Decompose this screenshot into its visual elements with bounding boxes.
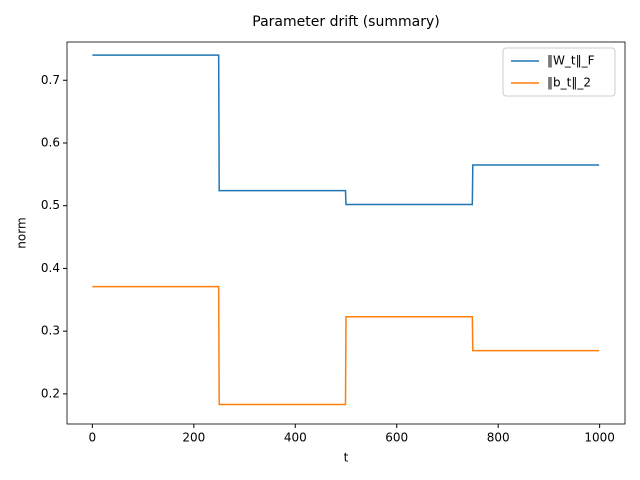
y-tick-label: 0.3 xyxy=(41,324,60,338)
y-tick-label: 0.2 xyxy=(41,386,60,400)
x-tick-label: 800 xyxy=(487,431,510,445)
data-line xyxy=(92,54,600,206)
legend-label: ‖b_t‖_2 xyxy=(547,76,591,90)
x-tick-label: 1000 xyxy=(584,431,615,445)
y-axis-label: norm xyxy=(15,217,29,248)
x-tick-label: 600 xyxy=(385,431,408,445)
y-tick-label: 0.5 xyxy=(41,198,60,212)
y-tick-label: 0.6 xyxy=(41,135,60,149)
x-axis-label: t xyxy=(344,451,349,465)
y-tick-label: 0.4 xyxy=(41,261,60,275)
legend-label: ‖W_t‖_F xyxy=(547,54,595,68)
y-tick-label: 0.7 xyxy=(41,73,60,87)
x-tick-label: 200 xyxy=(182,431,205,445)
chart-title: Parameter drift (summary) xyxy=(252,14,439,30)
x-tick-label: 0 xyxy=(89,431,97,445)
legend-box xyxy=(502,47,616,97)
x-tick-label: 400 xyxy=(284,431,307,445)
plot-frame xyxy=(66,41,626,425)
data-line xyxy=(92,285,600,406)
